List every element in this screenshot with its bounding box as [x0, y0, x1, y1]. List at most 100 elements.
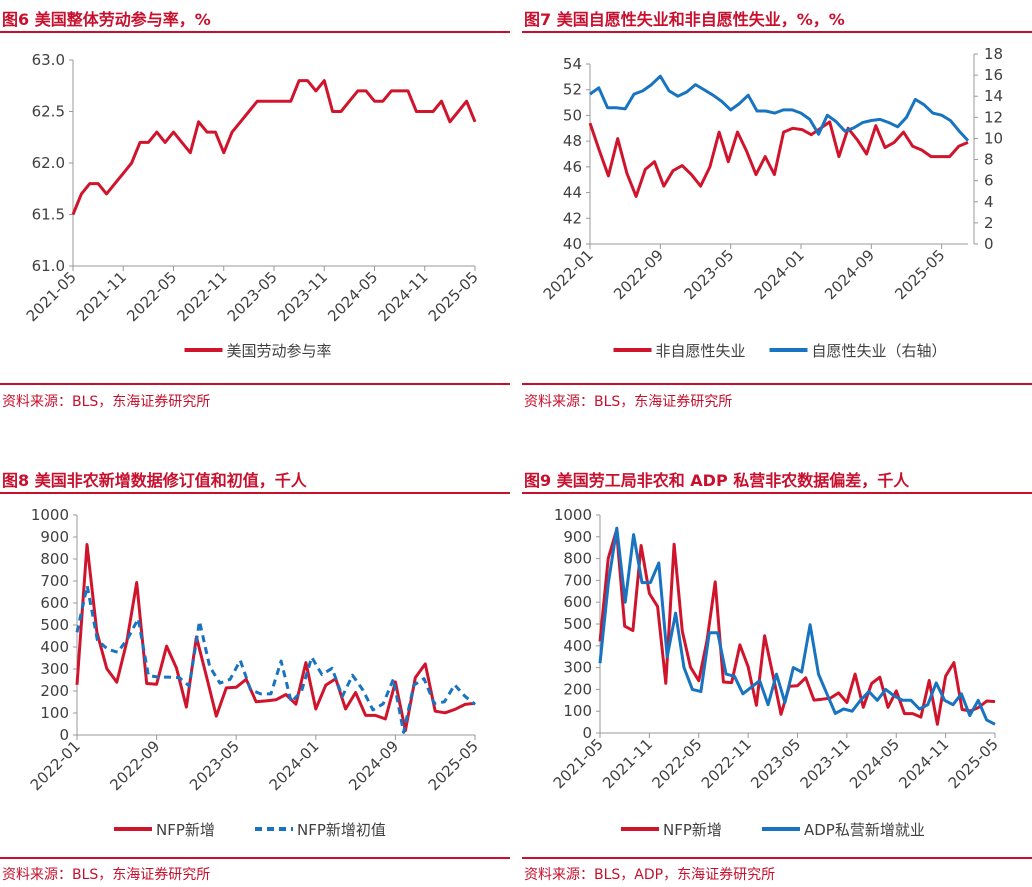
y-tick-label: 600 [40, 594, 69, 612]
y-tick-label: 300 [563, 659, 592, 677]
x-tick-label: 2024-09 [821, 246, 878, 303]
source-note: 资料来源：BLS，ADP，东海证券研究所 [524, 867, 776, 883]
source-rule [0, 857, 510, 859]
y-tick-label: 700 [40, 572, 69, 590]
y-tick-label: 61.0 [32, 257, 65, 275]
x-tick-label: 2021-05 [23, 268, 80, 325]
y2-tick-label: 4 [984, 193, 994, 211]
y2-tick-label: 2 [984, 214, 994, 232]
x-tick-label: 2025-05 [425, 268, 482, 325]
source-note: 资料来源：BLS，东海证券研究所 [2, 867, 211, 883]
title-rule [522, 492, 1032, 494]
source-rule [0, 383, 510, 385]
y2-tick-label: 18 [984, 45, 1003, 63]
chart-title: 图7 美国自愿性失业和非自愿性失业，%，% [524, 10, 845, 29]
x-tick-label: 2023-11 [274, 268, 331, 325]
series-line-1 [71, 79, 477, 216]
y2-tick-label: 16 [984, 66, 1003, 84]
x-tick-label: 2022-05 [123, 268, 180, 325]
y-tick-label: 200 [40, 682, 69, 700]
source-note: 资料来源：BLS，东海证券研究所 [524, 394, 733, 410]
y-tick-label: 900 [563, 528, 592, 546]
y-tick-label: 500 [563, 615, 592, 633]
y-tick-label: 900 [40, 528, 69, 546]
series-line-2 [598, 526, 996, 726]
x-tick-label: 2025-05 [945, 735, 1002, 792]
y-tick-label: 300 [40, 660, 69, 678]
y-tick-label: 1000 [554, 506, 592, 524]
y-tick-label: 50 [563, 106, 582, 124]
chart-labor-participation: 61.0 61.5 62.0 62.5 63.0 2021-052021-112022-0… [23, 51, 482, 360]
y-tick-label: 800 [563, 550, 592, 568]
y-tick-label: 52 [563, 81, 582, 99]
legend-label-1: 非自愿性失业 [656, 342, 746, 360]
x-tick-label: 2021-05 [550, 735, 607, 792]
y2-tick-label: 8 [984, 151, 994, 169]
y-tick-label: 1000 [31, 506, 69, 524]
x-tick-label: 2023-11 [797, 735, 854, 792]
x-tick-label: 2024-05 [846, 735, 903, 792]
y2-tick-label: 6 [984, 172, 994, 190]
y2-tick-label: 12 [984, 108, 1003, 126]
series-line-2 [75, 584, 476, 734]
x-tick-label: 2022-11 [698, 735, 755, 792]
y2-tick-label: 14 [984, 87, 1003, 105]
title-rule [522, 31, 1032, 33]
legend-label-1: 美国劳动参与率 [227, 342, 332, 360]
legend-label-2: 自愿性失业（右轴） [812, 342, 947, 360]
y2-tick-label: 10 [984, 129, 1003, 147]
source-rule [522, 383, 1032, 385]
chart-title: 图8 美国非农新增数据修订值和初值，千人 [2, 471, 307, 490]
y-tick-label: 48 [563, 132, 582, 150]
x-tick-label: 2023-05 [224, 268, 281, 325]
chart-panel-3: 图8 美国非农新增数据修订值和初值，千人 0 100 200 300 400 500 600… [0, 457, 510, 887]
x-tick-label: 2024-09 [345, 737, 402, 794]
y-tick-label: 0 [59, 726, 69, 744]
legend-label-2: ADP私营新增就业 [804, 821, 925, 839]
legend-label-2: NFP新增初值 [297, 821, 386, 839]
chart-panel-2: 图7 美国自愿性失业和非自愿性失业，%，% 40 42 44 46 48 50 52 54 0 2… [522, 0, 1032, 430]
x-tick-label: 2024-01 [266, 737, 323, 794]
legend-label-1: NFP新增 [663, 821, 722, 839]
x-tick-label: 2025-05 [425, 737, 482, 794]
y-tick-label: 100 [563, 702, 592, 720]
y-tick-label: 600 [563, 593, 592, 611]
chart-nfp-vs-adp: 010020030040050060070080090010002021-052… [550, 506, 1002, 839]
x-tick-label: 2024-11 [375, 268, 432, 325]
x-tick-label: 2024-11 [895, 735, 952, 792]
series-line-2 [589, 74, 970, 142]
x-tick-label: 2022-01 [540, 246, 597, 303]
y-tick-label: 40 [563, 235, 582, 253]
series-line-1 [588, 120, 969, 198]
chart-panel-1: 图6 美国整体劳动参与率，% 61.0 61.5 62.0 62.5 63.0 2021-… [0, 0, 510, 430]
x-tick-label: 2025-05 [891, 246, 948, 303]
x-tick-label: 2022-11 [174, 268, 231, 325]
y-tick-label: 700 [563, 571, 592, 589]
y-tick-label: 63.0 [32, 51, 65, 69]
x-tick-label: 2022-05 [649, 735, 706, 792]
source-rule [522, 857, 1032, 859]
x-tick-label: 2023-05 [186, 737, 243, 794]
y2-tick-label: 0 [984, 235, 994, 253]
y-tick-label: 100 [40, 704, 69, 722]
chart-panel-4: 图9 美国劳工局非农和 ADP 私营非农数据偏差，千人 0 100 200 300 40… [522, 457, 1032, 887]
x-tick-label: 2024-05 [324, 268, 381, 325]
chart-nfp-revision: 0 100 200 300 400 500 600 700 800 900 1000 2022-01 2… [27, 506, 482, 839]
series-line-1 [598, 528, 996, 726]
x-tick-label: 2021-11 [599, 735, 656, 792]
title-rule [0, 31, 510, 33]
y-tick-label: 0 [582, 724, 592, 742]
y-tick-label: 400 [40, 638, 69, 656]
x-tick-label: 2022-01 [27, 737, 84, 794]
series-line-1 [75, 543, 476, 733]
y-tick-label: 42 [563, 209, 582, 227]
y-tick-label: 61.5 [32, 206, 65, 224]
y-tick-label: 200 [563, 680, 592, 698]
y-tick-label: 62.5 [32, 103, 65, 121]
title-rule [0, 492, 510, 494]
y-tick-label: 54 [563, 55, 582, 73]
y-tick-label: 400 [563, 637, 592, 655]
x-tick-label: 2024-01 [751, 246, 808, 303]
x-tick-label: 2023-05 [747, 735, 804, 792]
